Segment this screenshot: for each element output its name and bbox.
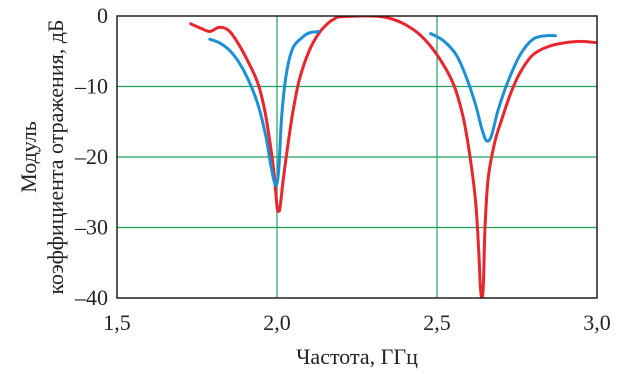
x-tick-label: 2,0 <box>263 310 291 335</box>
y-axis-title-line-2: коэффициента отражения, дБ <box>43 19 68 294</box>
tick-labels: 1,5 2,0 2,5 3,0 0 –10 –20 –30 –40 <box>74 3 611 335</box>
x-tick-label: 1,5 <box>103 310 131 335</box>
y-tick-label: –20 <box>74 144 108 169</box>
y-tick-label: –40 <box>74 285 108 310</box>
series-1-segment-1 <box>189 16 597 298</box>
y-tick-label: –10 <box>74 74 108 99</box>
x-tick-label: 2,5 <box>423 310 451 335</box>
y-tick-label: 0 <box>97 3 108 28</box>
y-tick-label: –30 <box>74 215 108 240</box>
x-tick-label: 3,0 <box>583 310 611 335</box>
series-2-segment-1 <box>208 30 321 187</box>
series-lines <box>189 16 597 298</box>
series-2-segment-2 <box>429 32 557 143</box>
x-axis-title: Частота, ГГц <box>296 344 418 369</box>
plot-frame <box>116 15 598 299</box>
grid-lines <box>117 16 597 298</box>
y-axis-title-line-1: Модуль <box>16 121 41 193</box>
